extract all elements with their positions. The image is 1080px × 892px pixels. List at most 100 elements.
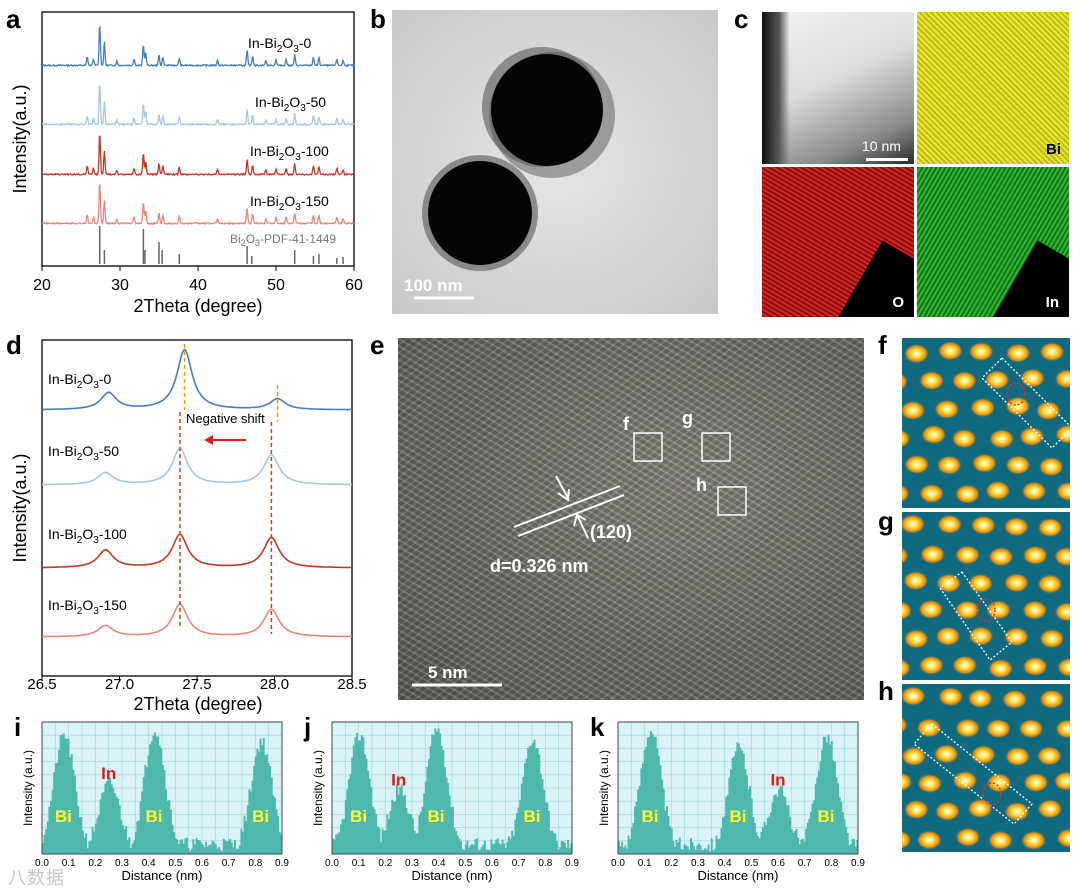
profile-bar [58, 749, 60, 854]
profile-bar [336, 833, 339, 854]
profile-bar [266, 754, 268, 854]
series-label-50: In-Bi2O3-50 [48, 443, 119, 463]
atom-spot [902, 570, 929, 591]
profile-bar [391, 799, 394, 854]
profile-bar [418, 815, 421, 854]
profile-bar [210, 844, 212, 854]
profile-bar [56, 763, 59, 854]
profile-bar [53, 772, 56, 854]
series-label-150: In-Bi2O3-150 [48, 597, 127, 617]
profile-bar [238, 845, 241, 854]
profile-bar [848, 845, 851, 854]
profile-bar [245, 821, 248, 854]
profile-bar [643, 750, 646, 854]
profile-bar [508, 836, 510, 854]
profile-bar [280, 834, 283, 854]
profile-bar [626, 848, 628, 854]
atom-spot [902, 484, 911, 503]
x-tick-label: 0.8 [824, 858, 838, 869]
atom-spot [985, 718, 1012, 739]
profile-bar [699, 845, 702, 854]
negative-shift-label: Negative shift [186, 411, 265, 426]
atom-spot [918, 370, 945, 391]
profile-bar [224, 840, 227, 854]
series-label-150: In-Bi2O3-150 [250, 193, 329, 213]
profile-bar [778, 789, 780, 854]
panel-letter-h: h [878, 676, 894, 706]
profile-bar [710, 838, 713, 854]
profile-bar [498, 843, 501, 854]
profile-bar [429, 746, 432, 854]
profile-bar [72, 769, 75, 854]
x-tick-label: 60 [345, 277, 363, 294]
atom-spot [902, 372, 909, 391]
xrd-full-chart: 20 30 40 50 60 In-Bi2O3-0 In-Bi2O3-50 In-Bi2… [10, 11, 363, 316]
x-tick-label: 40 [189, 277, 207, 294]
profile-bar [120, 820, 123, 854]
profile-bar [463, 850, 466, 854]
profile-bar [130, 847, 132, 854]
atom-spot [952, 770, 979, 791]
profile-bar [456, 835, 459, 854]
profile-bar [709, 851, 712, 854]
atom-spot [902, 658, 912, 678]
profile-bar [822, 736, 825, 854]
profile-bar [717, 839, 720, 854]
profile-bar [490, 839, 493, 854]
atom-spot [954, 544, 981, 565]
profile-bar [416, 833, 419, 854]
atom-spot [1038, 628, 1065, 649]
in-site-marker [976, 598, 996, 622]
profile-bar [344, 800, 347, 854]
profile-bar [222, 838, 225, 854]
profile-bar [146, 767, 148, 854]
profile-bar [758, 838, 761, 854]
line-profile-box [981, 357, 1070, 449]
atom-map-h [902, 684, 1070, 852]
in-peak-label: In [101, 764, 116, 783]
atom-spot [902, 716, 909, 734]
profile-bar [48, 806, 51, 854]
profile-bar [851, 839, 854, 854]
profile-bar [856, 839, 859, 854]
profile-bar [83, 837, 86, 854]
profile-bar [126, 840, 129, 854]
profile-bar [559, 847, 562, 854]
x-tick-label: 0.2 [88, 858, 102, 869]
profile-bar [93, 831, 96, 854]
profile-bar [621, 841, 624, 854]
x-tick-label: 0.9 [851, 858, 865, 869]
profile-bar [262, 738, 265, 854]
y-axis-label: Intensity(a.u.) [10, 84, 30, 193]
plot-frame [331, 721, 573, 855]
profile-bar [739, 747, 742, 854]
x-tick-label: 0.8 [248, 858, 262, 869]
profile-bar [662, 788, 665, 854]
in-map-label: In [1045, 294, 1059, 311]
profile-bar [59, 734, 62, 854]
profile-bar [367, 770, 370, 854]
profile-bar [528, 746, 531, 854]
atom-spot [902, 514, 926, 535]
profile-bar [646, 737, 649, 854]
xrd-zoom-series-1 [42, 447, 352, 486]
profile-bar [364, 754, 366, 854]
profile-bar [208, 845, 211, 854]
o-map: O [762, 167, 914, 317]
profile-bar [138, 820, 140, 854]
profile-bar [850, 844, 852, 854]
profile-bar [816, 777, 819, 854]
profile-bar [493, 843, 496, 854]
series-label-100: In-Bi2O3-100 [48, 526, 127, 546]
profile-bar [267, 763, 270, 854]
atom-spot [902, 546, 910, 565]
atom-spot [902, 686, 927, 707]
profile-bar [115, 796, 118, 854]
profile-bar [686, 846, 689, 854]
profile-bar [619, 846, 622, 854]
atom-spot [1054, 718, 1070, 739]
x-tick-label: 0.1 [638, 858, 652, 869]
scale-bar [866, 158, 908, 161]
bi-peak-label: Bi [55, 807, 72, 826]
profile-bar [835, 777, 838, 854]
